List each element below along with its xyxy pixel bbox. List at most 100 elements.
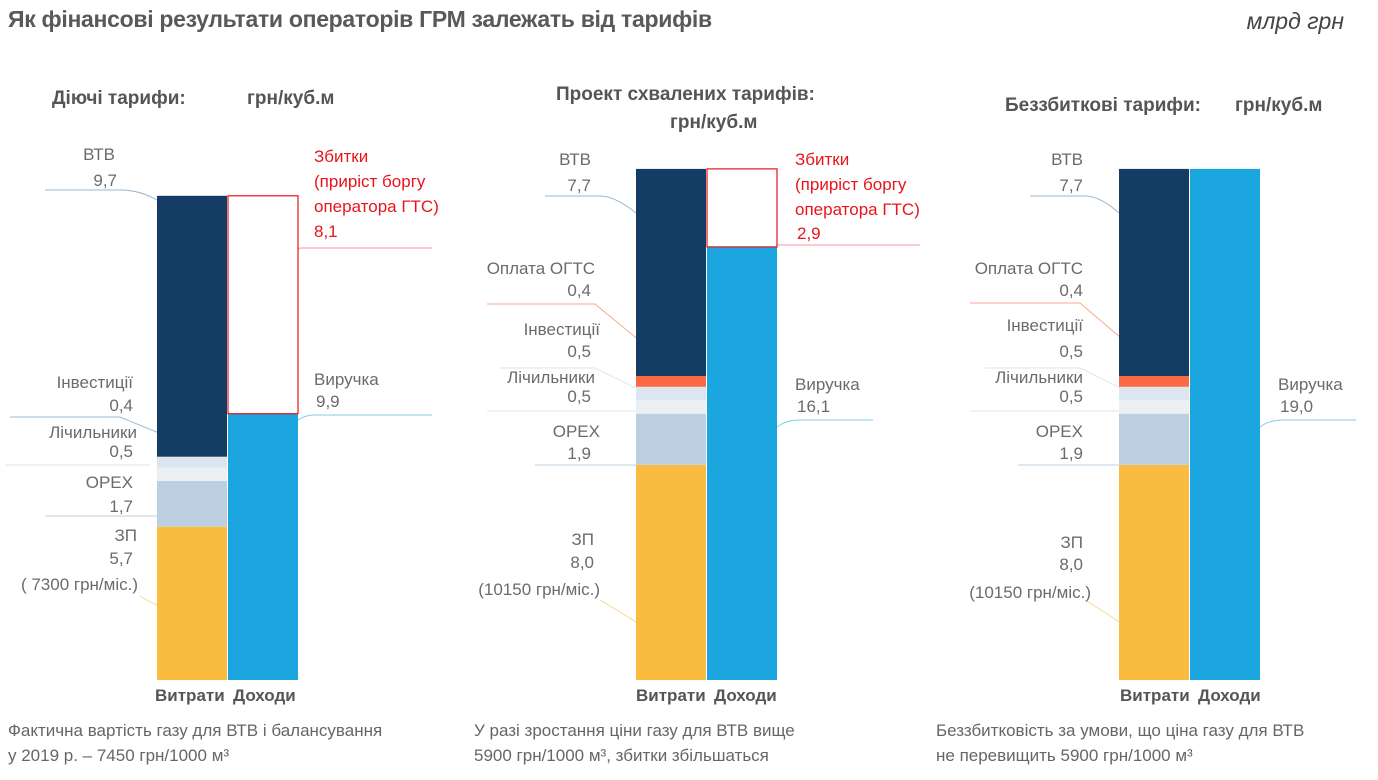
value-meters-3: 0,5 xyxy=(1059,387,1083,406)
bar-revenue-2 xyxy=(707,246,777,680)
label-zp-2: ЗП xyxy=(571,530,595,549)
value-vtv-3: 7,7 xyxy=(1059,176,1083,195)
label-vtv-2: ВТВ xyxy=(559,150,591,169)
note-zp-3: (10150 грн/міс.) xyxy=(969,583,1091,602)
label-loss-1c: оператора ГТС) xyxy=(314,197,439,216)
value-opex-2: 1,9 xyxy=(567,444,591,463)
leader-line-revenue-1 xyxy=(297,414,432,421)
value-zp-3: 8,0 xyxy=(1059,555,1083,574)
panel-1-title: Діючі тарифи: xyxy=(52,88,186,109)
bar-loss-2 xyxy=(706,168,778,248)
label-invest-3: Інвестиції xyxy=(1006,316,1083,335)
value-loss-1: 8,1 xyxy=(314,222,338,241)
value-invest-3: 0,5 xyxy=(1059,342,1083,361)
value-ogts-2: 0,4 xyxy=(567,281,591,300)
axis-label-costs-3: Витрати xyxy=(1120,686,1190,705)
label-zp-1: ЗП xyxy=(114,526,138,545)
axis-label-income-3: Доходи xyxy=(1198,686,1261,705)
bar-invest-1 xyxy=(157,456,227,468)
axis-label-income-2: Доходи xyxy=(714,686,777,705)
leader-line-vtv-2 xyxy=(545,195,637,214)
bar-vtv-3 xyxy=(1119,168,1189,376)
footnote-2b: 5900 грн/1000 м³, збитки збільшаться xyxy=(474,746,769,765)
label-opex-2: OPEX xyxy=(552,422,600,441)
bar-vtv-2 xyxy=(636,168,706,376)
bar-revenue-3 xyxy=(1190,168,1260,680)
panel-3-title: Беззбиткові тарифи: xyxy=(1005,95,1202,116)
value-revenue-2: 16,1 xyxy=(797,397,831,416)
bars xyxy=(157,168,1260,680)
label-opex-1: OPEX xyxy=(85,473,133,492)
bar-opex-3 xyxy=(1119,413,1189,465)
bar-opex-2 xyxy=(636,413,706,465)
leader-line-vtv-1 xyxy=(45,189,158,201)
value-vtv-1: 9,7 xyxy=(93,171,117,190)
axis-label-costs-1: Витрати xyxy=(155,686,225,705)
footnote-1b: у 2019 р. – 7450 грн/1000 м³ xyxy=(8,746,230,765)
note-zp-1: ( 7300 грн/міс.) xyxy=(20,575,138,594)
panel-1-subtitle: грн/куб.м xyxy=(247,88,335,109)
bar-zp-1 xyxy=(157,526,227,680)
label-meters-2: Лічильники xyxy=(507,368,595,387)
note-zp-2: (10150 грн/міс.) xyxy=(478,580,600,599)
panel-2-subtitle: грн/куб.м xyxy=(670,112,758,133)
value-opex-1: 1,7 xyxy=(109,497,133,516)
value-opex-3: 1,9 xyxy=(1059,444,1083,463)
value-meters-1: 0,5 xyxy=(109,442,133,461)
label-ogts-3: Оплата ОГТС xyxy=(974,259,1083,278)
value-zp-2: 8,0 xyxy=(570,553,594,572)
value-loss-2: 2,9 xyxy=(797,224,821,243)
unit-label: млрд грн xyxy=(1246,8,1344,34)
label-invest-1: Інвестиції xyxy=(56,373,133,392)
label-zp-3: ЗП xyxy=(1060,533,1084,552)
label-vtv-1: ВТВ xyxy=(83,145,115,164)
value-invest-2: 0,5 xyxy=(567,342,591,361)
value-revenue-3: 19,0 xyxy=(1280,397,1314,416)
value-ogts-3: 0,4 xyxy=(1059,281,1083,300)
bar-zp-2 xyxy=(636,464,706,680)
axis-label-income-1: Доходи xyxy=(233,686,296,705)
label-opex-3: OPEX xyxy=(1035,422,1083,441)
label-loss-1b: (приріст боргу xyxy=(314,172,426,191)
label-revenue-3: Виручка xyxy=(1278,375,1343,394)
bar-loss-1 xyxy=(227,195,299,415)
panel-3-subtitle: грн/куб.м xyxy=(1235,95,1323,116)
footnote-1a: Фактична вартість газу для ВТВ і балансу… xyxy=(8,721,383,740)
axis-label-costs-2: Витрати xyxy=(636,686,706,705)
bar-revenue-1 xyxy=(228,413,298,680)
bar-meters-1 xyxy=(157,467,227,481)
leader-line-revenue-3 xyxy=(1258,419,1356,429)
bar-meters-3 xyxy=(1119,400,1189,414)
value-vtv-2: 7,7 xyxy=(567,176,591,195)
label-meters-3: Лічильники xyxy=(995,368,1083,387)
bar-vtv-1 xyxy=(157,195,227,457)
leader-line-zp-3 xyxy=(1084,599,1120,623)
label-loss-2b: (приріст боргу xyxy=(795,175,907,194)
bar-invest-3 xyxy=(1119,386,1189,401)
leader-line-zp-1 xyxy=(139,595,158,606)
bar-meters-2 xyxy=(636,400,706,414)
leader-line-zp-2 xyxy=(599,599,637,623)
label-loss-2a: Збитки xyxy=(795,150,850,169)
footnote-3b: не перевищить 5900 грн/1000 м³ xyxy=(936,746,1193,765)
label-revenue-1: Виручка xyxy=(314,370,379,389)
label-invest-2: Інвестиції xyxy=(523,320,600,339)
bar-ogts-2 xyxy=(636,376,706,387)
label-loss-2c: оператора ГТС) xyxy=(795,200,920,219)
page-title: Як фінансові результати операторів ГРМ з… xyxy=(8,6,712,32)
label-meters-1: Лічильники xyxy=(49,423,137,442)
bar-ogts-3 xyxy=(1119,376,1189,387)
panel-2-title: Проект схвалених тарифів: xyxy=(556,84,815,105)
leader-line-revenue-2 xyxy=(775,419,873,429)
label-ogts-2: Оплата ОГТС xyxy=(486,259,595,278)
footnote-3a: Беззбитковість за умови, що ціна газу дл… xyxy=(936,721,1305,740)
bar-zp-3 xyxy=(1119,464,1189,680)
label-vtv-3: ВТВ xyxy=(1051,150,1083,169)
value-meters-2: 0,5 xyxy=(567,387,591,406)
value-invest-1: 0,4 xyxy=(109,396,133,415)
label-revenue-2: Виручка xyxy=(795,375,860,394)
leader-line-vtv-3 xyxy=(1030,195,1120,214)
label-loss-1a: Збитки xyxy=(314,147,369,166)
footnote-2a: У разі зростання ціни газу для ВТВ вище xyxy=(474,721,795,740)
